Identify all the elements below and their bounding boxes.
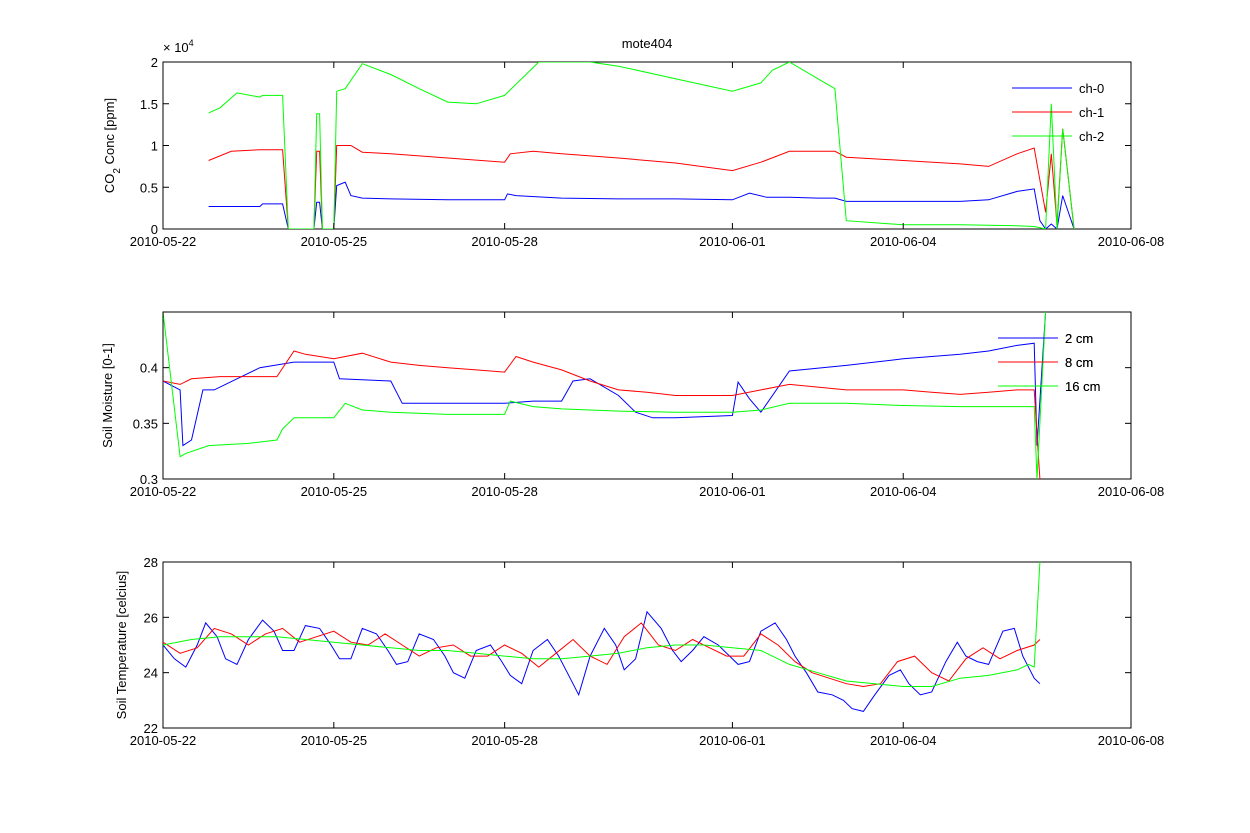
moisture-legend-label-2-cm: 2 cm [1065,331,1093,346]
moisture-axes-box [162,311,1132,480]
co2-legend-label-ch-1: ch-1 [1079,105,1104,120]
moisture-xtick-label: 2010-05-22 [130,484,197,499]
moisture-ytick-label: 0.4 [140,361,158,376]
temperature-xtick-label: 2010-06-08 [1098,733,1165,748]
co2-ytick-label: 0 [151,222,158,237]
co2-legend-label-ch-0: ch-0 [1079,81,1104,96]
moisture-xtick-label: 2010-06-01 [699,484,766,499]
temperature-ytick-label: 24 [144,666,158,681]
moisture-ytick-label: 0.3 [140,472,158,487]
figure-title: mote404 [622,36,673,51]
temperature-ylabel: Soil Temperature [celcius] [114,571,129,720]
temperature-xtick-label: 2010-05-28 [471,733,538,748]
co2-xtick-label: 2010-06-01 [699,234,766,249]
co2-scale-label: × 104 [163,38,194,55]
temperature-legend-label-16-cm: 16 cm [1065,379,1100,394]
temperature-xtick-label: 2010-05-22 [130,733,197,748]
co2-axes-box [162,61,1132,230]
moisture-xtick-label: 2010-06-08 [1098,484,1165,499]
soil-moisture-panel: 0.3 0.35 0.4 2010-05-22 2010-05-25 2010-05-28… [100,311,1165,499]
temperature-legend-label-8-cm: 8 cm [1065,355,1093,370]
temperature-xtick-label: 2010-06-04 [870,733,937,748]
moisture-xtick-label: 2010-05-25 [301,484,368,499]
soil-temperature-panel: 22 24 26 28 2010-05-22 2010-05-25 2010-05-28 20… [114,331,1164,748]
temperature-series-16-cm-line [163,562,1041,687]
co2-xtick-label: 2010-06-04 [870,234,937,249]
temperature-series-8-cm-line [163,622,1041,688]
moisture-series-8-cm-line [163,350,1041,479]
temperature-legend-label-2-cm: 2 cm [1065,331,1093,346]
moisture-xtick-label: 2010-06-04 [870,484,937,499]
co2-xtick-label: 2010-05-25 [301,234,368,249]
co2-series-ch-2-line [208,62,1075,229]
moisture-series-group [163,312,1047,479]
co2-xtick-label: 2010-05-22 [130,234,197,249]
co2-ylabel: CO2 Conc [ppm] [102,98,123,193]
moisture-series-16-cm-line [163,312,1047,479]
co2-legend-label-ch-2: ch-2 [1079,129,1104,144]
co2-ytick-label: 1.5 [140,97,158,112]
moisture-ytick-label: 0.35 [133,416,158,431]
temperature-xtick-label: 2010-05-25 [301,733,368,748]
co2-ytick-label: 0.5 [140,180,158,195]
temperature-xtick-label: 2010-06-01 [699,733,766,748]
co2-ytick-label: 1 [151,139,158,154]
temperature-series-group [163,562,1041,712]
moisture-xtick-label: 2010-05-28 [471,484,538,499]
co2-series-ch-0-line [208,181,1075,229]
temperature-axes-box [162,561,1132,729]
co2-concentration-panel: 0 0.5 1 1.5 2 2010-05-22 2010-05-25 2010-05-28 2… [102,38,1164,249]
temperature-series-2-cm-line [163,610,1041,712]
moisture-legend-label-8-cm: 8 cm [1065,355,1093,370]
co2-series-ch-1-line [208,128,1075,229]
co2-xtick-label: 2010-05-28 [471,234,538,249]
temperature-ytick-label: 28 [144,555,158,570]
co2-xtick-label: 2010-06-08 [1098,234,1165,249]
co2-series-group [208,62,1075,229]
temperature-ytick-label: 26 [144,610,158,625]
moisture-series-2-cm-line [163,312,1047,447]
moisture-legend-label-16-cm: 16 cm [1065,379,1100,394]
co2-ytick-label: 2 [151,55,158,70]
moisture-ylabel: Soil Moisture [0-1] [100,343,115,448]
temperature-ytick-label: 22 [144,721,158,736]
